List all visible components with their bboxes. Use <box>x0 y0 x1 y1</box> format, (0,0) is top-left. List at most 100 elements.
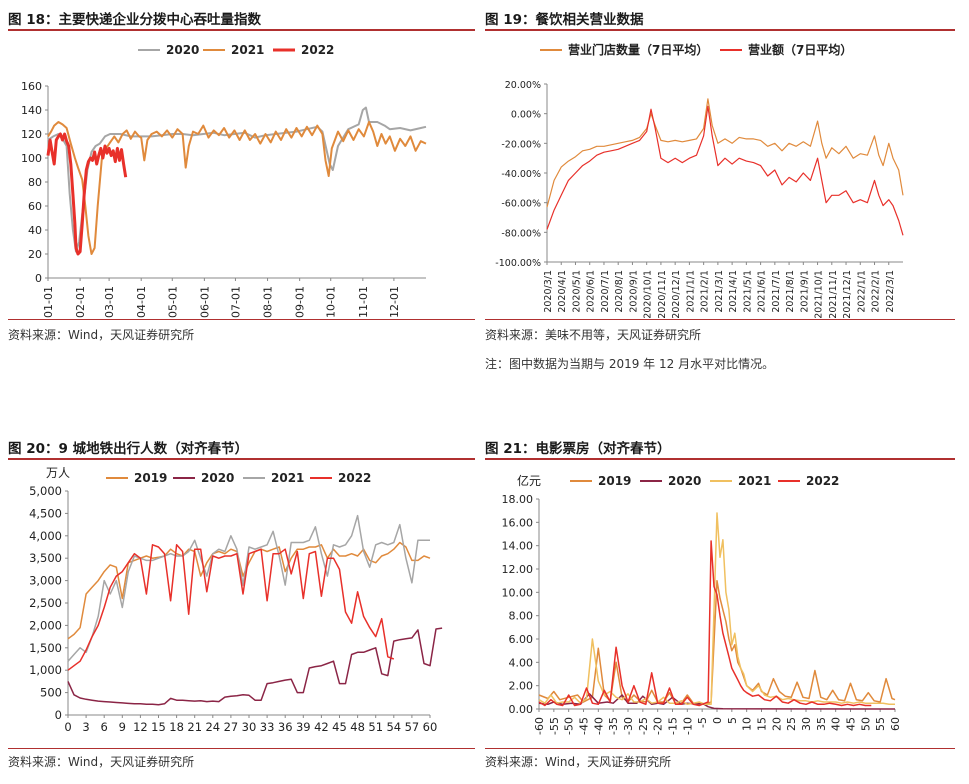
x-tick-label: 2020/11/1 <box>657 270 668 319</box>
y-tick-label: 2,000 <box>29 618 62 632</box>
x-tick-label: 2021/2/1 <box>700 270 711 313</box>
x-tick-label: 2020/3/1 <box>543 270 554 313</box>
x-tick-label: 12-01 <box>388 286 401 318</box>
x-tick-label: 2021/10/1 <box>814 270 825 319</box>
x-tick-label: -25 <box>637 717 650 735</box>
y-tick-label: -80.00% <box>501 228 541 239</box>
y-tick-label: 10.00 <box>502 586 534 599</box>
x-tick-label: -30 <box>622 717 635 735</box>
y-tick-label: 160 <box>21 80 42 93</box>
series-line-2021 <box>47 121 427 255</box>
x-tick-label: 33 <box>260 720 275 734</box>
x-tick-label: 09-01 <box>294 286 307 318</box>
x-tick-label: 0 <box>711 717 724 724</box>
series-line-2022 <box>46 132 128 256</box>
x-tick-label: 2021/6/1 <box>757 270 768 313</box>
x-tick-label: 50 <box>859 717 872 731</box>
x-tick-label: 25 <box>785 717 798 731</box>
x-tick-label: 0 <box>64 720 71 734</box>
x-tick-label: 60 <box>423 720 438 734</box>
y-tick-label: 6.00 <box>509 633 534 646</box>
legend-label: 2019 <box>598 474 631 488</box>
chart-source: 资料来源：Wind，天风证券研究所 <box>8 328 195 342</box>
x-tick-label: 2021/1/1 <box>685 270 696 313</box>
x-tick-label: 2021/9/1 <box>799 270 810 313</box>
legend-label: 2020 <box>166 43 199 57</box>
y-tick-label: 4,000 <box>29 529 62 543</box>
x-tick-label: 04-01 <box>135 286 148 318</box>
series-line-2020 <box>47 106 427 253</box>
y-tick-label: 40 <box>28 224 42 237</box>
y-tick-label: 500 <box>40 686 62 700</box>
x-tick-label: 2022/3/1 <box>885 270 896 313</box>
legend-label: 2021 <box>738 474 771 488</box>
series-line-2022 <box>67 544 395 671</box>
chart-source: 资料来源：Wind，天风证券研究所 <box>485 755 672 769</box>
y-tick-label: 8.00 <box>509 610 534 623</box>
series-line-营业门店数量（7日平均） <box>546 98 904 208</box>
y-tick-label: 120 <box>21 128 42 141</box>
y-tick-label: 2.00 <box>509 680 534 693</box>
x-tick-label: -15 <box>667 717 680 735</box>
x-tick-label: 02-01 <box>74 286 87 318</box>
legend-label: 2020 <box>668 474 701 488</box>
x-tick-label: 21 <box>187 720 202 734</box>
x-tick-label: 2020/6/1 <box>586 270 597 313</box>
y-tick-label: 60 <box>28 200 42 213</box>
legend-label: 营业额（7日平均） <box>748 42 852 57</box>
y-tick-label: 100 <box>21 152 42 165</box>
y-tick-label: -20.00% <box>501 139 541 150</box>
series-line-2021 <box>67 514 430 662</box>
y-tick-label: 80 <box>28 176 42 189</box>
x-tick-label: 2020/5/1 <box>571 270 582 313</box>
x-tick-label: -50 <box>563 717 576 735</box>
y-tick-label: 0.00 <box>509 703 534 716</box>
x-tick-label: -45 <box>578 717 591 735</box>
chart-plot-fig19: -100.00% -80.00% -60.00% -40.00% -20.00% 0.00… <box>495 42 904 319</box>
x-tick-label: -35 <box>607 717 620 735</box>
y-tick-label: -40.00% <box>501 169 541 180</box>
x-tick-label: 45 <box>845 717 858 731</box>
y-axis-unit: 万人 <box>46 466 70 480</box>
x-tick-label: 27 <box>224 720 239 734</box>
legend-label: 营业门店数量（7日平均） <box>568 42 708 57</box>
x-tick-label: 36 <box>278 720 293 734</box>
chart-title: 图 18：主要快递企业分拨中心吞吐量指数 <box>8 12 261 28</box>
x-tick-label: 12 <box>133 720 148 734</box>
chart-title: 图 20：9 城地铁出行人数（对齐春节） <box>8 441 249 457</box>
chart-panel-fig21: 图 21：电影票房（对齐春节） 亿元 0.00 2.00 4.00 6.00 8.00 10… <box>485 437 955 777</box>
y-tick-label: 20.00% <box>505 80 541 91</box>
legend-label: 2019 <box>134 471 167 485</box>
chart-plot-fig21: 亿元 0.00 2.00 4.00 6.00 8.00 10.00 12.00 14.00 16.… <box>502 473 903 735</box>
x-tick-label: 40 <box>830 717 843 731</box>
y-tick-label: 0 <box>55 708 62 722</box>
chart-note: 注：图中数据为当期与 2019 年 12 月水平对比情况。 <box>485 357 775 371</box>
x-tick-label: 2021/5/1 <box>742 270 753 313</box>
x-tick-label: 2020/8/1 <box>614 270 625 313</box>
x-tick-label: 01-01 <box>42 286 55 318</box>
x-tick-label: 06-01 <box>198 286 211 318</box>
x-tick-label: 35 <box>815 717 828 731</box>
x-tick-label: 11-01 <box>357 286 370 318</box>
x-tick-label: 18 <box>169 720 184 734</box>
series-line-2020 <box>67 627 443 706</box>
y-tick-label: -60.00% <box>501 199 541 210</box>
x-tick-label: 15 <box>151 720 166 734</box>
legend-label: 2022 <box>806 474 839 488</box>
x-tick-label: 51 <box>368 720 383 734</box>
legend-label: 2021 <box>231 43 264 57</box>
x-tick-label: 2020/10/1 <box>643 270 654 319</box>
y-tick-label: -100.00% <box>495 258 541 269</box>
legend-label: 2022 <box>301 43 334 57</box>
x-tick-label: 30 <box>800 717 813 731</box>
x-tick-label: 60 <box>889 717 902 731</box>
y-tick-label: 0.00% <box>511 110 541 121</box>
x-tick-label: 45 <box>332 720 347 734</box>
x-tick-label: 2020/7/1 <box>600 270 611 313</box>
x-tick-label: 5 <box>726 717 739 724</box>
legend-label: 2022 <box>338 471 371 485</box>
y-tick-label: 4,500 <box>29 506 62 520</box>
x-tick-label: 2021/3/1 <box>714 270 725 313</box>
y-tick-label: 140 <box>21 104 42 117</box>
y-tick-label: 18.00 <box>502 493 534 506</box>
